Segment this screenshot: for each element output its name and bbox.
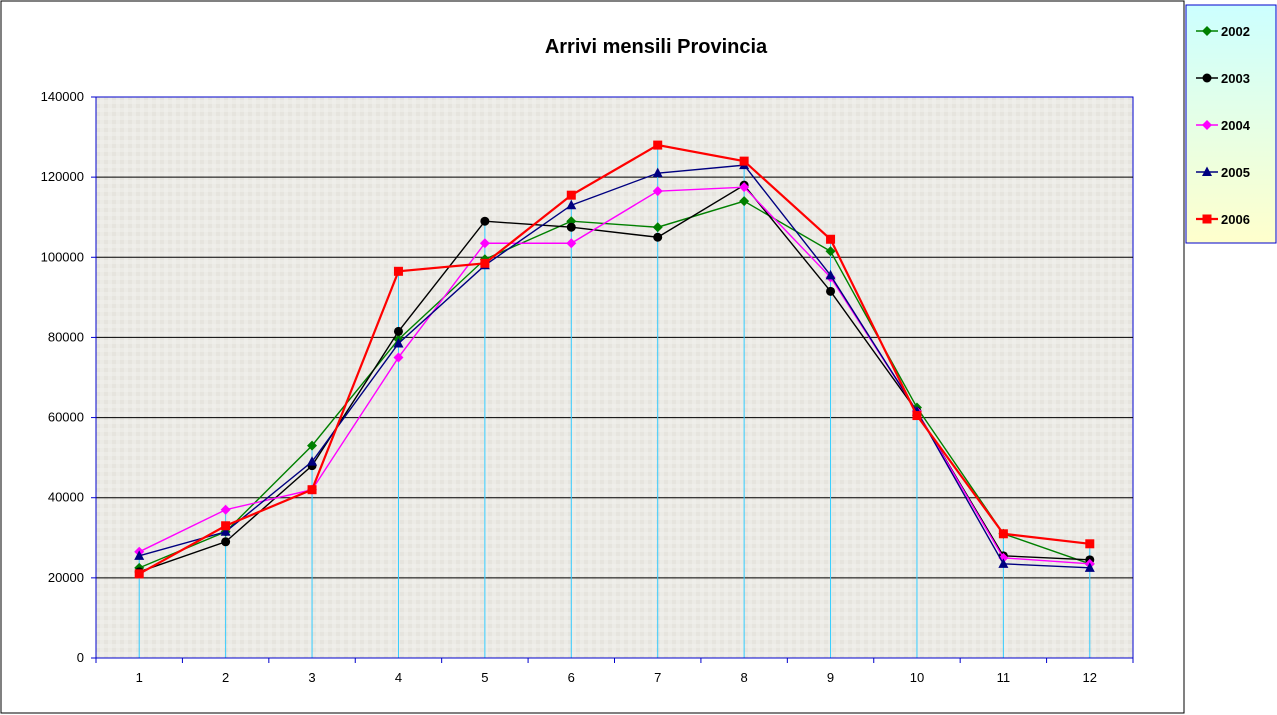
data-point-2006 bbox=[826, 234, 836, 244]
data-point-2006 bbox=[912, 411, 922, 421]
x-tick-label: 12 bbox=[1083, 670, 1097, 685]
legend-entry-2002: 2002 bbox=[1196, 24, 1250, 39]
y-tick-label: 80000 bbox=[48, 329, 84, 344]
y-tick-label: 100000 bbox=[41, 249, 84, 264]
data-point-2003 bbox=[221, 537, 231, 547]
data-point-2005 bbox=[825, 269, 836, 280]
x-tick-label: 2 bbox=[222, 670, 229, 685]
y-tick-label: 60000 bbox=[48, 410, 84, 425]
data-point-2005 bbox=[220, 526, 231, 536]
data-point-2006 bbox=[1085, 539, 1095, 549]
legend-marker bbox=[1202, 73, 1212, 83]
chart-title: Arrivi mensili Provincia bbox=[545, 36, 768, 58]
legend-entry-2006: 2006 bbox=[1196, 212, 1250, 227]
gridlines bbox=[96, 176, 1133, 579]
data-point-2004 bbox=[566, 238, 577, 249]
data-point-2005 bbox=[307, 456, 318, 466]
data-point-2002 bbox=[652, 222, 663, 233]
legend-entry-2003: 2003 bbox=[1196, 71, 1250, 86]
data-point-2006 bbox=[221, 521, 231, 531]
data-point-2005 bbox=[393, 337, 404, 348]
data-point-2005 bbox=[998, 558, 1009, 568]
legend-label: 2006 bbox=[1221, 212, 1250, 227]
data-point-2004 bbox=[220, 504, 231, 515]
axes: 0 20000 40000 60000 80000 100000 120000 140000 1… bbox=[41, 89, 1134, 685]
data-point-2006 bbox=[566, 190, 576, 200]
legend: 2002 2003 2004 2005 2006 bbox=[1185, 4, 1277, 244]
data-point-2002 bbox=[307, 440, 318, 451]
data-point-2005 bbox=[652, 167, 663, 178]
plot-area bbox=[95, 96, 1134, 659]
series-layer bbox=[134, 140, 1095, 579]
data-point-2005 bbox=[134, 550, 145, 560]
y-tick-label: 20000 bbox=[48, 570, 84, 585]
x-tick-label: 10 bbox=[910, 670, 924, 685]
data-point-2003 bbox=[566, 222, 576, 232]
data-point-2004 bbox=[479, 238, 490, 249]
legend-label: 2002 bbox=[1221, 24, 1250, 39]
x-tick-label: 11 bbox=[997, 670, 1011, 685]
legend-marker bbox=[1202, 166, 1212, 176]
data-point-2006 bbox=[480, 258, 490, 268]
legend-label: 2004 bbox=[1221, 118, 1251, 133]
data-point-2005 bbox=[566, 199, 577, 210]
legend-marker bbox=[1202, 214, 1212, 224]
data-point-2006 bbox=[998, 529, 1008, 539]
data-point-2002 bbox=[825, 246, 836, 257]
data-point-2006 bbox=[134, 569, 144, 579]
data-point-2006 bbox=[393, 266, 403, 276]
y-tick-label: 140000 bbox=[41, 89, 84, 104]
data-point-2006 bbox=[653, 140, 663, 150]
legend-label: 2003 bbox=[1221, 71, 1250, 86]
x-tick-label: 1 bbox=[136, 670, 143, 685]
data-point-2002 bbox=[739, 196, 750, 207]
y-tick-label: 120000 bbox=[41, 169, 84, 184]
legend-entry-2005: 2005 bbox=[1196, 165, 1250, 180]
series-line-2002 bbox=[138, 200, 1091, 569]
data-point-2005 bbox=[1084, 562, 1095, 572]
x-tick-label: 3 bbox=[308, 670, 315, 685]
legend-marker bbox=[1202, 120, 1212, 130]
y-tick-label: 40000 bbox=[48, 490, 84, 505]
legend-box bbox=[1185, 4, 1277, 244]
x-tick-label: 8 bbox=[741, 670, 748, 685]
series-line-2006 bbox=[138, 143, 1090, 575]
data-point-2006 bbox=[307, 485, 317, 495]
x-tick-label: 5 bbox=[481, 670, 488, 685]
data-point-2004 bbox=[393, 352, 404, 363]
y-tick-label: 0 bbox=[77, 650, 84, 665]
series-2006 bbox=[134, 140, 1095, 579]
legend-marker bbox=[1202, 26, 1212, 36]
x-tick-label: 6 bbox=[568, 670, 575, 685]
data-point-2003 bbox=[653, 232, 663, 242]
data-point-2003 bbox=[393, 326, 403, 336]
x-tick-label: 4 bbox=[395, 670, 402, 685]
data-point-2003 bbox=[480, 216, 490, 226]
legend-entry-2004: 2004 bbox=[1196, 118, 1251, 133]
x-tick-label: 9 bbox=[827, 670, 834, 685]
data-point-2004 bbox=[739, 182, 750, 193]
x-tick-label: 7 bbox=[654, 670, 661, 685]
data-point-2006 bbox=[739, 156, 749, 166]
data-point-2003 bbox=[826, 286, 836, 296]
data-point-2004 bbox=[652, 186, 663, 197]
legend-label: 2005 bbox=[1221, 165, 1250, 180]
